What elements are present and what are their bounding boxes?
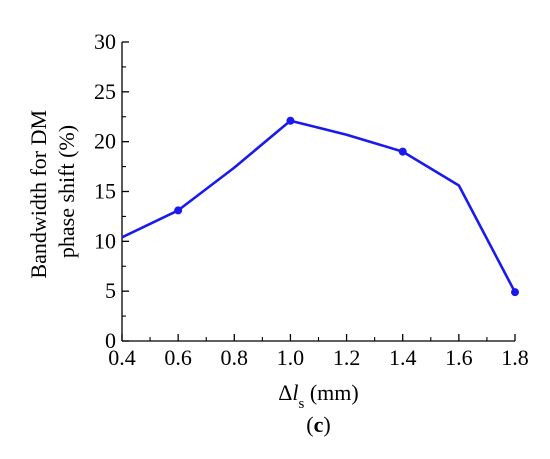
x-tick-label: 0.8 (221, 345, 249, 370)
x-axis-label-variable: l (292, 380, 298, 405)
y-tick-label: 5 (105, 278, 116, 303)
panel-label-letter: c (314, 412, 324, 437)
x-tick-label: 1.6 (445, 345, 473, 370)
x-ticks: 0.4 0.6 0.8 1.0 1.2 1.4 1.6 1.8 (108, 334, 529, 370)
x-tick-label: 1.2 (333, 345, 361, 370)
data-point (286, 116, 295, 125)
y-tick-label: 25 (94, 79, 116, 104)
x-axis-label: Δls (mm) (278, 380, 359, 412)
x-axis-label-subscript: s (299, 396, 305, 412)
y-tick-label: 30 (94, 29, 116, 54)
x-tick-label: 1.8 (501, 345, 529, 370)
y-tick-label: 20 (94, 129, 116, 154)
y-ticks: 0 5 10 15 20 25 30 (94, 29, 129, 353)
axes (121, 42, 515, 342)
panel-label-close: ) (323, 412, 330, 437)
y-axis-label-line-2: phase shift (%) (54, 125, 79, 258)
panel-label: (c) (306, 412, 330, 437)
x-tick-label: 0.6 (164, 345, 192, 370)
y-axis-label-line-1: Bandwidth for DM (26, 110, 51, 279)
data-point (398, 147, 407, 156)
y-tick-label: 10 (94, 228, 116, 253)
x-axis-label-symbol: Δ (278, 380, 292, 405)
x-tick-label: 1.0 (277, 345, 305, 370)
data-point (174, 206, 183, 215)
y-tick-label: 0 (105, 328, 116, 353)
x-axis-label-unit: (mm) (304, 380, 358, 405)
panel-label-open: ( (306, 412, 313, 437)
series (121, 116, 519, 297)
y-tick-label: 15 (94, 179, 116, 204)
x-tick-label: 1.4 (389, 345, 417, 370)
series-line (121, 119, 517, 293)
data-point (511, 288, 519, 297)
y-axis-label: Bandwidth for DM phase shift (%) (26, 104, 79, 278)
x-tick-label: 0.4 (108, 345, 136, 370)
